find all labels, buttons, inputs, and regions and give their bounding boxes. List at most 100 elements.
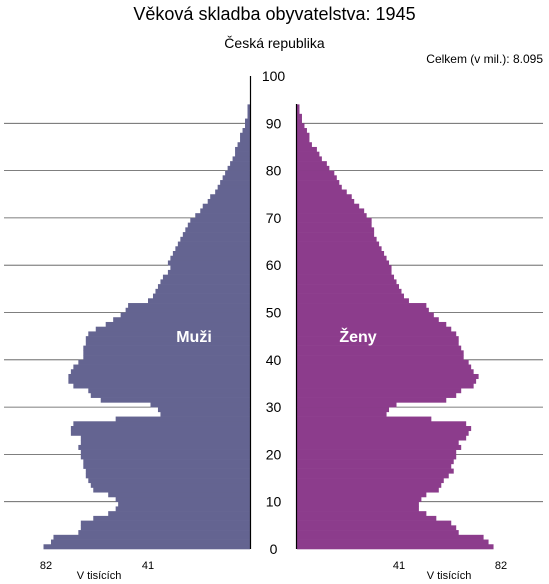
male-bar-age-16 — [85, 468, 251, 474]
male-bar-age-14 — [88, 478, 250, 484]
female-bar-age-77 — [297, 180, 340, 186]
age-tick-label-70: 70 — [266, 210, 282, 226]
male-bar-age-11 — [108, 492, 250, 498]
female-bar-age-10 — [297, 496, 422, 502]
female-bar-age-30 — [297, 402, 397, 408]
male-bar-age-9 — [118, 501, 251, 507]
female-bar-age-69 — [297, 217, 372, 223]
male-bar-age-93 — [247, 104, 250, 110]
female-bar-age-36 — [297, 373, 479, 380]
male-bar-age-31 — [100, 397, 250, 403]
female-bar-age-40 — [297, 355, 464, 361]
male-bar-age-27 — [115, 416, 250, 422]
male-bar-age-34 — [73, 383, 251, 389]
male-bar-age-63 — [175, 246, 250, 252]
male-bar-age-74 — [210, 194, 250, 200]
male-bar-age-57 — [162, 274, 250, 280]
male-bar-age-33 — [88, 388, 250, 394]
female-bar-age-26 — [297, 421, 467, 427]
male-bar-age-77 — [220, 180, 250, 186]
male-bar-age-46 — [95, 326, 250, 332]
female-bar-age-88 — [297, 128, 307, 134]
male-unit-label: V tisících — [77, 570, 122, 582]
male-bar-age-41 — [83, 350, 250, 356]
female-bar-age-85 — [297, 142, 312, 148]
female-bar-age-91 — [297, 113, 302, 119]
male-bar-age-82 — [232, 156, 250, 162]
age-tick-label-80: 80 — [266, 163, 282, 179]
male-bar-age-47 — [105, 321, 251, 327]
male-bar-age-84 — [235, 146, 250, 152]
male-bar-age-65 — [180, 236, 250, 242]
female-bar-age-55 — [297, 284, 399, 290]
female-bar-age-53 — [297, 293, 404, 299]
male-bar-age-26 — [73, 421, 251, 427]
female-bar-age-43 — [297, 340, 459, 346]
age-tick-label-100: 100 — [262, 68, 286, 84]
chart-labels: 0 10 20 30 40 50 60 70 80 90 100 82 82 41 41 V tisících… — [40, 68, 507, 582]
male-bar-age-91 — [247, 113, 250, 119]
female-bar-age-28 — [297, 411, 387, 417]
male-bar-age-3 — [78, 530, 250, 536]
female-bar-age-61 — [297, 255, 387, 261]
male-bar-age-25 — [70, 426, 250, 432]
female-bar-age-46 — [297, 326, 452, 332]
male-bar-age-54 — [155, 288, 250, 294]
female-bar-age-57 — [297, 274, 395, 280]
male-bar-age-55 — [157, 284, 250, 290]
female-series-label: Ženy — [339, 327, 376, 346]
male-bar-age-24 — [70, 430, 250, 436]
male-bar-age-44 — [85, 336, 251, 342]
male-bar-age-59 — [170, 265, 250, 271]
male-bar-age-39 — [78, 359, 250, 365]
female-bar-age-34 — [297, 383, 474, 389]
female-bar-age-33 — [297, 388, 462, 394]
male-x-tick-82: 82 — [40, 560, 52, 572]
female-bar-age-38 — [297, 364, 472, 370]
female-bar-age-37 — [297, 369, 474, 375]
female-bar-age-8 — [297, 506, 419, 512]
axes — [249, 76, 298, 549]
female-bar-age-3 — [297, 530, 459, 536]
female-bar-age-83 — [297, 151, 320, 157]
female-bar-age-76 — [297, 184, 342, 190]
female-bar-age-82 — [297, 156, 322, 162]
male-bar-age-61 — [170, 255, 250, 261]
male-bar-age-88 — [242, 128, 250, 134]
male-bar-age-71 — [200, 208, 250, 214]
age-tick-label-90: 90 — [266, 115, 282, 131]
female-bar-age-32 — [297, 392, 457, 398]
male-bar-age-19 — [80, 454, 250, 460]
total-label: Celkem (v mil.): — [426, 52, 510, 66]
female-bar-age-16 — [297, 468, 454, 474]
male-bar-age-21 — [78, 444, 250, 450]
female-bar-age-80 — [297, 165, 330, 171]
female-bar-age-81 — [297, 161, 327, 167]
male-bar-age-90 — [245, 118, 250, 124]
male-bar-age-2 — [53, 534, 251, 540]
male-bar-age-60 — [167, 260, 250, 266]
male-bar-age-18 — [83, 459, 250, 465]
female-bar-age-56 — [297, 279, 397, 285]
male-bar-age-7 — [108, 511, 250, 517]
male-bar-age-32 — [90, 392, 250, 398]
male-bar-age-75 — [215, 189, 250, 195]
female-bar-age-21 — [297, 444, 462, 450]
female-bar-age-0 — [297, 544, 494, 550]
male-bar-age-0 — [43, 544, 251, 550]
female-bar-age-9 — [297, 501, 419, 507]
female-bar-age-59 — [297, 265, 392, 271]
female-bar-age-42 — [297, 345, 462, 351]
female-bar-age-79 — [297, 170, 335, 176]
male-bar-age-67 — [185, 227, 250, 233]
age-tick-label-0: 0 — [270, 541, 278, 557]
male-bar-age-6 — [93, 515, 250, 521]
female-bar-age-89 — [297, 123, 305, 129]
male-bar-age-10 — [115, 496, 250, 502]
female-bar-age-4 — [297, 525, 457, 531]
male-bar-age-85 — [237, 142, 250, 148]
female-bar-age-44 — [297, 336, 459, 342]
female-bar-age-20 — [297, 449, 457, 455]
male-bar-age-76 — [217, 184, 250, 190]
